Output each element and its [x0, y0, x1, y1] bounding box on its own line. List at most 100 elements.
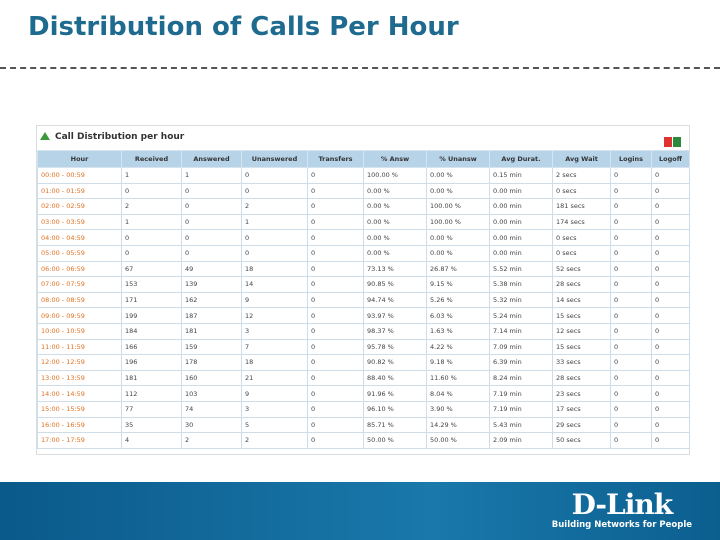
table-cell: 0	[651, 338, 690, 356]
table-cell: 0	[651, 182, 690, 200]
table-cell: 0	[307, 229, 364, 246]
table-cell: 0.00 %	[426, 244, 490, 262]
table-cell: 17 secs	[552, 400, 611, 418]
table-cell: 94.74 %	[363, 291, 427, 309]
hour-cell: 10:00 - 10:59	[37, 322, 122, 340]
table-row: 05:00 - 05:59 0 0 0 0 0.00 % 0.00 % 0.00 min 0 s…	[37, 244, 690, 262]
column-header: Unanswered	[241, 150, 308, 168]
table-cell: 0	[651, 276, 690, 293]
table-cell: 18	[241, 260, 308, 278]
table-cell: 23 secs	[552, 385, 611, 402]
table-cell: 0.00 %	[363, 213, 427, 231]
table-cell: 0	[610, 229, 652, 246]
table-cell: 0	[307, 369, 364, 387]
table-cell: 7.14 min	[489, 322, 553, 340]
table-cell: 9	[241, 385, 308, 402]
table-cell: 0.00 min	[489, 198, 553, 215]
table-cell: 0.00 min	[489, 244, 553, 262]
table-row: 01:00 - 01:59 0 0 0 0 0.00 % 0.00 % 0.00 min 0 s…	[37, 182, 690, 200]
table-cell: 5.26 %	[426, 291, 490, 309]
table-cell: 73.13 %	[363, 260, 427, 278]
table-cell: 93.97 %	[363, 307, 427, 324]
table-cell: 1.63 %	[426, 322, 490, 340]
up-icon[interactable]	[40, 132, 50, 140]
table-cell: 0	[610, 322, 652, 340]
table-cell: 0	[651, 322, 690, 340]
hour-cell: 03:00 - 03:59	[37, 213, 122, 231]
table-cell: 0	[610, 369, 652, 387]
table-cell: 0	[651, 369, 690, 387]
hour-cell: 16:00 - 16:59	[37, 416, 122, 434]
table-cell: 0	[651, 400, 690, 418]
table-cell: 112	[121, 385, 182, 402]
table-cell: 0	[307, 322, 364, 340]
hour-cell: 09:00 - 09:59	[37, 307, 122, 324]
table-cell: 0	[307, 291, 364, 309]
table-cell: 6.39 min	[489, 354, 553, 371]
table-cell: 0 secs	[552, 229, 611, 246]
table-cell: 0	[121, 229, 182, 246]
hour-cell: 04:00 - 04:59	[37, 229, 122, 246]
table-cell: 0	[181, 182, 242, 200]
table-cell: 7.19 min	[489, 400, 553, 418]
export-icons	[663, 132, 681, 147]
table-cell: 5.32 min	[489, 291, 553, 309]
logo-tagline: Building Networks for People	[551, 520, 692, 530]
table-row: 17:00 - 17:59 4 2 2 0 50.00 % 50.00 % 2.09 min 5…	[37, 432, 690, 449]
table-cell: 160	[181, 369, 242, 387]
table-cell: 0.00 %	[363, 229, 427, 246]
column-header: Hour	[37, 150, 122, 168]
table-cell: 0	[307, 338, 364, 356]
table-cell: 139	[181, 276, 242, 293]
table-cell: 74	[181, 400, 242, 418]
table-cell: 1	[121, 213, 182, 231]
table-cell: 50 secs	[552, 432, 611, 449]
table-cell: 29 secs	[552, 416, 611, 434]
table-cell: 178	[181, 354, 242, 371]
table-cell: 0	[651, 167, 690, 184]
table-cell: 30	[181, 416, 242, 434]
pdf-icon[interactable]	[664, 137, 672, 147]
table-row: 15:00 - 15:59 77 74 3 0 96.10 % 3.90 % 7.19 min…	[37, 400, 690, 418]
slide-title: Distribution of Calls Per Hour	[28, 12, 459, 42]
table-cell: 0	[241, 244, 308, 262]
table-cell: 100.00 %	[426, 213, 490, 231]
table-cell: 0.00 %	[426, 182, 490, 200]
table-cell: 5	[241, 416, 308, 434]
table-cell: 9	[241, 291, 308, 309]
table-cell: 0	[307, 307, 364, 324]
table-cell: 0	[651, 244, 690, 262]
table-cell: 0	[181, 198, 242, 215]
header-row: Hour Received Answered Unanswered Transfers%…	[37, 150, 690, 168]
table-cell: 2	[121, 198, 182, 215]
table-cell: 0	[651, 354, 690, 371]
table-row: 11:00 - 11:59 166 159 7 0 95.78 % 4.22 % 7.09 m…	[37, 338, 690, 356]
table-cell: 4.22 %	[426, 338, 490, 356]
table-cell: 50.00 %	[363, 432, 427, 449]
table-cell: 21	[241, 369, 308, 387]
table-cell: 77	[121, 400, 182, 418]
table-cell: 8.24 min	[489, 369, 553, 387]
table-cell: 0	[307, 416, 364, 434]
hour-cell: 15:00 - 15:59	[37, 400, 122, 418]
logo-name: D-Link	[571, 488, 674, 521]
table-cell: 0	[307, 260, 364, 278]
panel-title: Call Distribution per hour	[55, 132, 185, 142]
hour-cell: 13:00 - 13:59	[37, 369, 122, 387]
table-cell: 0.00 min	[489, 213, 553, 231]
table-cell: 7.19 min	[489, 385, 553, 402]
table-cell: 0	[610, 182, 652, 200]
column-header: Avg Wait	[552, 150, 611, 168]
table-cell: 0.00 min	[489, 182, 553, 200]
hour-cell: 00:00 - 00:59	[37, 167, 122, 184]
table-cell: 181	[121, 369, 182, 387]
data-table: Hour Received Answered Unanswered Transfers%…	[37, 150, 690, 449]
table-cell: 0	[610, 167, 652, 184]
table-cell: 0	[610, 307, 652, 324]
table-cell: 100.00 %	[363, 167, 427, 184]
table-cell: 2.09 min	[489, 432, 553, 449]
table-cell: 49	[181, 260, 242, 278]
table-cell: 0	[610, 260, 652, 278]
table-cell: 26.87 %	[426, 260, 490, 278]
excel-icon[interactable]	[673, 137, 681, 147]
